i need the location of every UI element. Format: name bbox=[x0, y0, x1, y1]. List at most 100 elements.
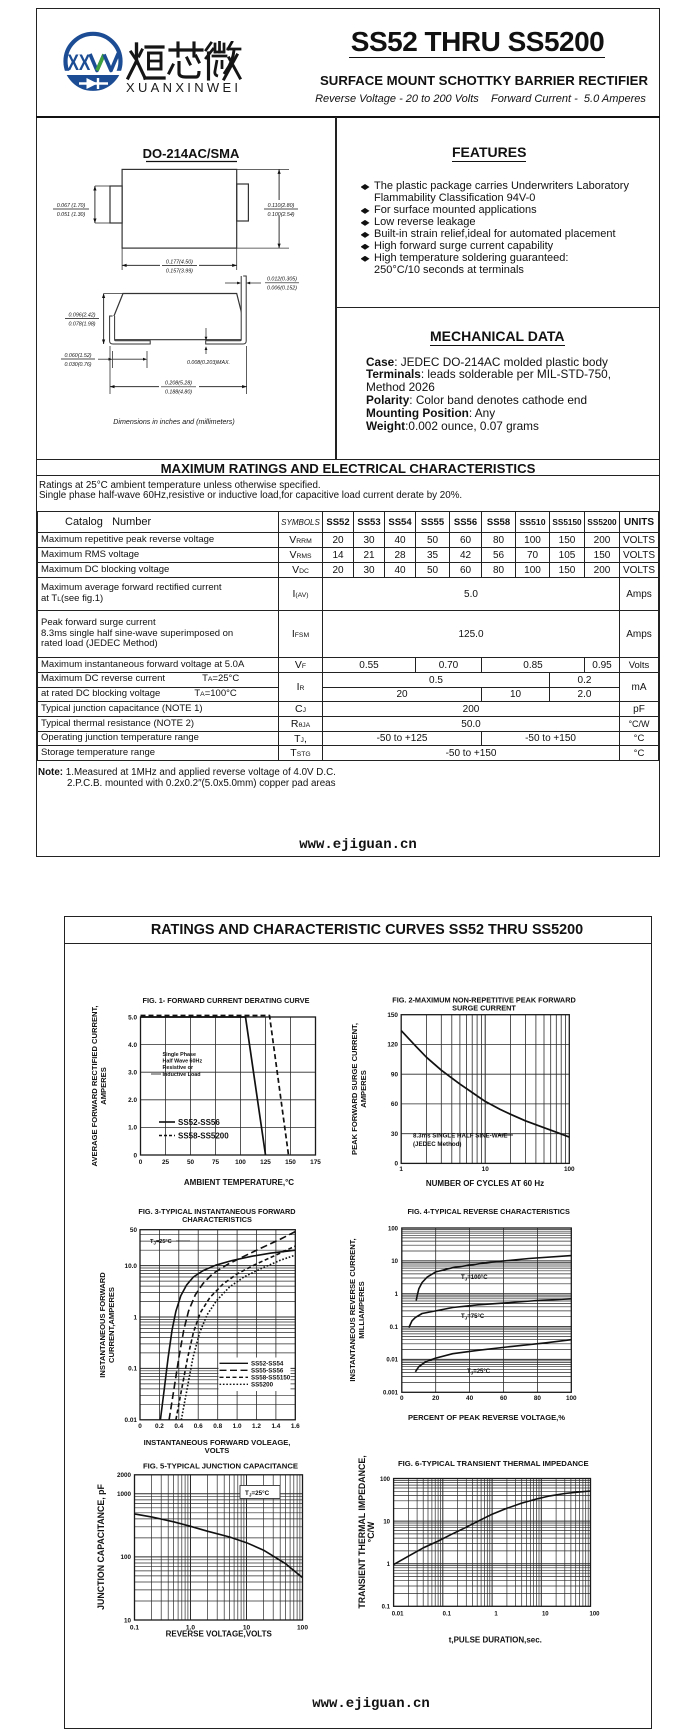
svg-text:Single Phase: Single Phase bbox=[163, 1052, 197, 1058]
svg-text:0.01: 0.01 bbox=[392, 1612, 404, 1618]
svg-text:80: 80 bbox=[534, 1395, 542, 1402]
svg-text:10.0: 10.0 bbox=[125, 1263, 138, 1270]
svg-text:MILLIAMPERES: MILLIAMPERES bbox=[357, 1281, 366, 1338]
svg-text:150: 150 bbox=[387, 1012, 398, 1019]
svg-text:2.0: 2.0 bbox=[128, 1097, 137, 1104]
svg-text:PERCENT OF PEAK REVERSE VOLTAG: PERCENT OF PEAK REVERSE VOLTAGE,% bbox=[408, 1413, 565, 1422]
svg-text:40: 40 bbox=[466, 1395, 474, 1402]
svg-text:TJ=25°C: TJ=25°C bbox=[245, 1489, 270, 1498]
svg-text:0.157(3.99): 0.157(3.99) bbox=[166, 269, 193, 275]
svg-text:0.188(4.80): 0.188(4.80) bbox=[165, 390, 192, 396]
svg-text:1.4: 1.4 bbox=[271, 1423, 280, 1430]
svg-text:0.030(0.76): 0.030(0.76) bbox=[64, 362, 91, 368]
svg-text:t,PULSE DURATION,sec.: t,PULSE DURATION,sec. bbox=[449, 1636, 542, 1645]
svg-text:10: 10 bbox=[542, 1612, 549, 1618]
svg-text:TJ=100°C: TJ=100°C bbox=[461, 1275, 488, 1282]
svg-text:AMPERES: AMPERES bbox=[99, 1067, 108, 1105]
svg-text:PEAK FORWARD SURGE CURRENT,: PEAK FORWARD SURGE CURRENT, bbox=[350, 1023, 359, 1155]
svg-text:50: 50 bbox=[130, 1227, 138, 1234]
svg-text:1.0: 1.0 bbox=[186, 1625, 195, 1632]
svg-text:TJ=25°C: TJ=25°C bbox=[150, 1239, 172, 1246]
svg-text:150: 150 bbox=[285, 1159, 296, 1166]
svg-text:0.100(2.54): 0.100(2.54) bbox=[267, 212, 294, 218]
svg-text:100: 100 bbox=[235, 1159, 246, 1166]
svg-text:TJ=25°C: TJ=25°C bbox=[467, 1369, 491, 1376]
svg-text:25: 25 bbox=[162, 1159, 170, 1166]
svg-text:125: 125 bbox=[260, 1159, 271, 1166]
svg-text:3.0: 3.0 bbox=[128, 1070, 137, 1077]
svg-text:SS55-SS56: SS55-SS56 bbox=[251, 1368, 284, 1375]
svg-text:5.0: 5.0 bbox=[128, 1014, 137, 1021]
svg-text:0.012(0.305): 0.012(0.305) bbox=[267, 277, 297, 283]
svg-text:10: 10 bbox=[482, 1166, 490, 1173]
svg-text:1000: 1000 bbox=[117, 1491, 132, 1498]
svg-text:0.096(2.42): 0.096(2.42) bbox=[68, 313, 95, 319]
svg-text:TRANSIENT THERMAL IMPEDANCE,: TRANSIENT THERMAL IMPEDANCE, bbox=[357, 1455, 367, 1608]
svg-text:1: 1 bbox=[395, 1292, 399, 1298]
svg-text:FIG. 6-TYPICAL TRANSIENT THERM: FIG. 6-TYPICAL TRANSIENT THERMAL IMPEDAN… bbox=[398, 1459, 589, 1468]
svg-text:0.1: 0.1 bbox=[382, 1605, 391, 1611]
svg-text:0.177(4.50): 0.177(4.50) bbox=[166, 260, 193, 266]
svg-text:VOLTS: VOLTS bbox=[205, 1446, 230, 1455]
svg-text:AMPERES: AMPERES bbox=[359, 1070, 368, 1108]
svg-text:AVERAGE FORWARD RECTIFIED CURR: AVERAGE FORWARD RECTIFIED CURRENT, bbox=[90, 1006, 99, 1167]
svg-text:FIG. 5-TYPICAL JUNCTION CAPACI: FIG. 5-TYPICAL JUNCTION CAPACITANCE bbox=[143, 1462, 298, 1471]
svg-text:10: 10 bbox=[391, 1259, 398, 1265]
svg-text:NUMBER OF CYCLES AT 60 Hz: NUMBER OF CYCLES AT 60 Hz bbox=[426, 1179, 544, 1188]
svg-text:90: 90 bbox=[391, 1072, 399, 1079]
svg-text:30: 30 bbox=[391, 1131, 399, 1138]
svg-text:1.0: 1.0 bbox=[233, 1423, 242, 1430]
svg-text:10: 10 bbox=[383, 1519, 390, 1525]
svg-text:1: 1 bbox=[387, 1562, 391, 1568]
svg-text:60: 60 bbox=[500, 1395, 508, 1402]
svg-text:0.01: 0.01 bbox=[386, 1358, 398, 1364]
svg-text:10: 10 bbox=[124, 1617, 132, 1624]
svg-text:0.008(0.203)MAX.: 0.008(0.203)MAX. bbox=[187, 360, 230, 366]
svg-text:INSTANTANEOUS REVERSE CURRENT,: INSTANTANEOUS REVERSE CURRENT, bbox=[348, 1238, 357, 1381]
svg-text:0.4: 0.4 bbox=[174, 1423, 183, 1430]
svg-text:120: 120 bbox=[387, 1042, 398, 1049]
svg-text:SS58-SS5150: SS58-SS5150 bbox=[251, 1375, 291, 1382]
svg-text:100: 100 bbox=[589, 1612, 600, 1618]
svg-text:0.2: 0.2 bbox=[155, 1423, 164, 1430]
svg-text:REVERSE VOLTAGE,VOLTS: REVERSE VOLTAGE,VOLTS bbox=[166, 1630, 273, 1639]
svg-text:(JEDEC Method): (JEDEC Method) bbox=[413, 1141, 461, 1148]
svg-text:0.1: 0.1 bbox=[128, 1366, 137, 1373]
svg-text:1.2: 1.2 bbox=[252, 1423, 261, 1430]
svg-text:Half Wave 60Hz: Half Wave 60Hz bbox=[163, 1059, 203, 1065]
svg-text:SS52-SS56: SS52-SS56 bbox=[178, 1118, 220, 1127]
svg-text:Dimensions in inches and (mill: Dimensions in inches and (millimeters) bbox=[113, 418, 234, 426]
svg-text:0.078(1.98): 0.078(1.98) bbox=[68, 322, 95, 328]
svg-text:0.01: 0.01 bbox=[125, 1417, 138, 1424]
svg-text:50: 50 bbox=[187, 1159, 195, 1166]
svg-text:60: 60 bbox=[391, 1101, 399, 1108]
svg-text:CHARACTERISTICS: CHARACTERISTICS bbox=[182, 1215, 252, 1224]
svg-text:1.6: 1.6 bbox=[291, 1423, 300, 1430]
svg-text:0.067 (1.70): 0.067 (1.70) bbox=[57, 203, 86, 209]
svg-text:1: 1 bbox=[133, 1314, 137, 1321]
svg-text:SURGE CURRENT: SURGE CURRENT bbox=[452, 1004, 516, 1013]
svg-text:20: 20 bbox=[432, 1395, 440, 1402]
svg-text:0.1: 0.1 bbox=[443, 1612, 452, 1618]
svg-text:8.3ms SINGLE HALF SINE-WA/E: 8.3ms SINGLE HALF SINE-WA/E bbox=[413, 1133, 508, 1140]
svg-text:0: 0 bbox=[139, 1159, 143, 1166]
svg-text:SS58-SS5200: SS58-SS5200 bbox=[178, 1132, 229, 1141]
svg-text:175: 175 bbox=[310, 1159, 321, 1166]
svg-text:°C/W: °C/W bbox=[366, 1521, 376, 1542]
svg-text:0.1: 0.1 bbox=[390, 1325, 399, 1331]
svg-text:Inductive Load: Inductive Load bbox=[163, 1072, 201, 1078]
svg-text:100: 100 bbox=[380, 1477, 391, 1483]
svg-text:FIG. 3-TYPICAL INSTANTANEOUS F: FIG. 3-TYPICAL INSTANTANEOUS FORWARD bbox=[138, 1207, 295, 1216]
svg-text:FIG. 2-MAXIMUM NON-REPETITIVE: FIG. 2-MAXIMUM NON-REPETITIVE PEAK FORWA… bbox=[392, 996, 576, 1005]
svg-text:Resistive or: Resistive or bbox=[163, 1065, 194, 1071]
svg-text:0.001: 0.001 bbox=[383, 1391, 399, 1397]
svg-text:0.6: 0.6 bbox=[194, 1423, 203, 1430]
svg-text:0: 0 bbox=[138, 1423, 142, 1430]
svg-text:0.051 (1.30): 0.051 (1.30) bbox=[57, 212, 86, 218]
svg-text:100: 100 bbox=[388, 1226, 399, 1232]
svg-text:75: 75 bbox=[212, 1159, 220, 1166]
svg-text:0: 0 bbox=[133, 1152, 137, 1159]
svg-text:0: 0 bbox=[400, 1395, 404, 1402]
svg-text:DO-214AC/SMA: DO-214AC/SMA bbox=[143, 146, 240, 161]
svg-text:10: 10 bbox=[243, 1625, 251, 1632]
